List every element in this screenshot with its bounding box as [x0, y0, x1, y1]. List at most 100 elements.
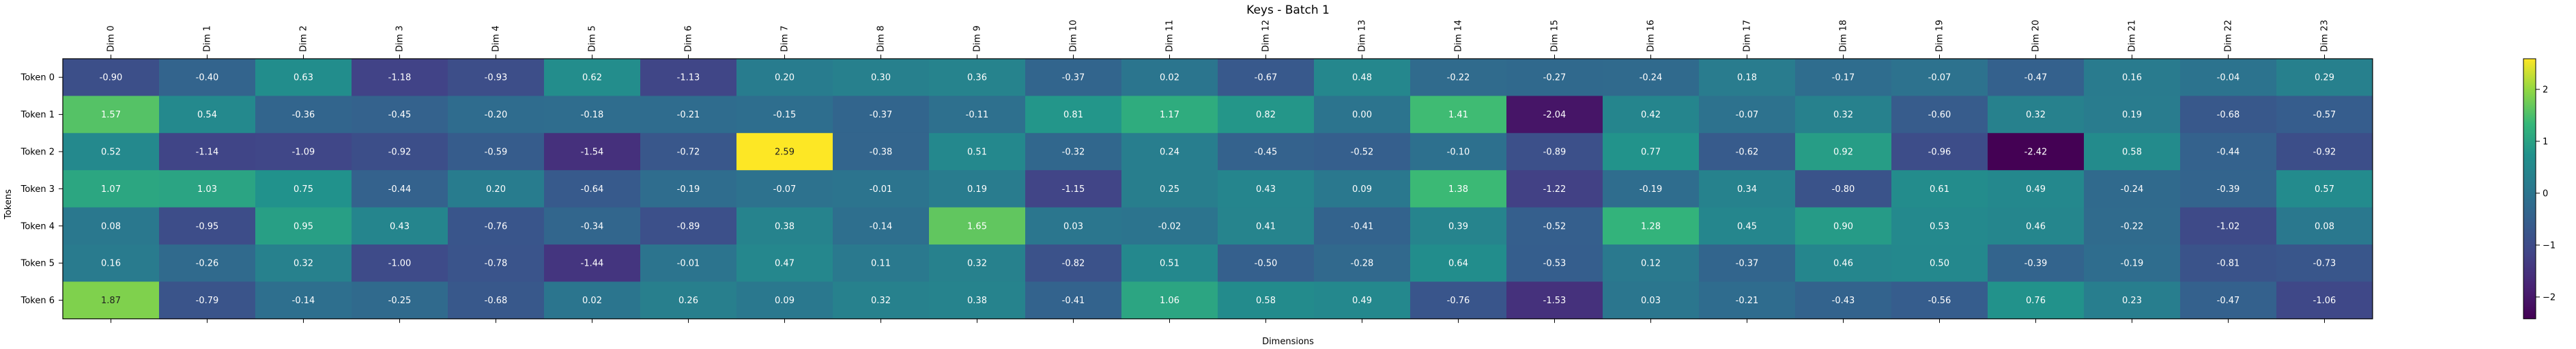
cell-value-label: -0.72 [677, 148, 700, 158]
cell-value-label: -1.44 [581, 259, 604, 269]
heatmap-cell [640, 132, 737, 171]
cell-value-label: -1.14 [196, 148, 219, 158]
cell-value-label: -0.59 [485, 148, 508, 158]
heatmap-cell [1506, 59, 1603, 96]
heatmap-cell [1314, 59, 1411, 96]
x-tick-label: Dim 5 [588, 25, 598, 52]
cell-value-label: -1.22 [1543, 184, 1566, 195]
heatmap-cell [255, 281, 352, 320]
cell-value-label: -0.89 [1543, 148, 1566, 158]
heatmap-cell [1025, 207, 1122, 245]
heatmap-cell [833, 245, 930, 282]
x-tick-label: Dim 2 [299, 25, 309, 52]
heatmap-cell [1795, 96, 1892, 134]
heatmap-cell [1795, 170, 1892, 208]
cell-value-label: -0.19 [677, 184, 700, 195]
cell-value-label: -0.68 [2217, 110, 2240, 120]
cell-value-label: -0.22 [2121, 221, 2144, 232]
heatmap-cell [640, 59, 737, 96]
cell-value-label: -0.89 [677, 221, 700, 232]
heatmap-cell [448, 96, 545, 134]
heatmap-cell [159, 132, 256, 171]
x-tick-label: Dim 12 [1261, 20, 1272, 52]
cell-value-label: -0.21 [1736, 296, 1759, 306]
cell-value-label: -0.43 [1832, 296, 1855, 306]
cell-value-label: -1.02 [2217, 221, 2240, 232]
heatmap-cell [1699, 207, 1796, 245]
cell-value-label: -0.78 [485, 259, 508, 269]
x-tick-label: Dim 6 [684, 25, 694, 52]
cell-value-label: 0.25 [1160, 184, 1179, 195]
heatmap-cell [1410, 59, 1507, 96]
cell-value-label: 0.50 [1930, 259, 1949, 269]
heatmap-cell [544, 207, 641, 245]
cell-value-label: 1.06 [1160, 296, 1179, 306]
heatmap-cell [2084, 281, 2181, 320]
heatmap-cell [1699, 170, 1796, 208]
heatmap-cell [1891, 132, 1988, 171]
cell-value-label: 0.46 [2026, 221, 2046, 232]
cell-value-label: -0.39 [2024, 259, 2048, 269]
cell-value-label: 0.29 [2315, 73, 2334, 83]
cell-value-label: 0.09 [775, 296, 795, 306]
cell-value-label: 0.08 [2315, 221, 2334, 232]
cell-value-label: -0.26 [196, 259, 219, 269]
heatmap-cell [1121, 59, 1218, 96]
cell-value-label: 0.19 [967, 184, 987, 195]
heatmap-cell [1988, 170, 2085, 208]
cell-value-label: 0.81 [1063, 110, 1083, 120]
cell-value-label: -0.82 [1062, 259, 1085, 269]
cell-value-label: 0.82 [1256, 110, 1276, 120]
heatmap-cell [1218, 59, 1315, 96]
heatmap-cell [833, 170, 930, 208]
heatmap-cell [1603, 245, 1700, 282]
cell-value-label: -0.18 [581, 110, 604, 120]
heatmap-cell [833, 132, 930, 171]
heatmap-cell [1506, 281, 1603, 320]
cell-value-label: -0.52 [1351, 148, 1374, 158]
cell-value-label: 0.43 [1256, 184, 1276, 195]
y-tick-label: Token 6 [20, 296, 55, 306]
cell-value-label: 0.42 [1641, 110, 1661, 120]
x-tick-label: Dim 22 [2224, 20, 2234, 52]
cell-value-label: 0.16 [2122, 73, 2142, 83]
heatmap-cell [63, 281, 160, 320]
heatmap-cell [1699, 59, 1796, 96]
heatmap-cell [63, 170, 160, 208]
cell-value-label: 0.20 [486, 184, 506, 195]
cell-value-label: -0.21 [677, 110, 700, 120]
heatmap-cell [1121, 245, 1218, 282]
cell-value-label: 0.54 [197, 110, 217, 120]
cell-value-label: -0.04 [2217, 73, 2240, 83]
cell-value-label: -0.19 [1640, 184, 1663, 195]
cell-value-label: 0.92 [1833, 148, 1853, 158]
cell-value-label: -0.11 [966, 110, 989, 120]
cell-value-label: -0.39 [2217, 184, 2240, 195]
cell-value-label: 0.16 [101, 259, 121, 269]
heatmap-cell [544, 132, 641, 171]
heatmap-cell [63, 59, 160, 96]
cell-value-label: 0.02 [1160, 73, 1179, 83]
cell-value-label: 0.57 [2315, 184, 2334, 195]
cell-value-label: 0.08 [101, 221, 121, 232]
chart-title: Keys - Batch 1 [1246, 3, 1330, 17]
heatmap-cell [1218, 96, 1315, 134]
cell-value-label: 1.28 [1641, 221, 1661, 232]
heatmap-cell [640, 207, 737, 245]
heatmap-cell [255, 59, 352, 96]
cell-value-label: -0.10 [1447, 148, 1470, 158]
cell-value-label: 0.53 [1930, 221, 1949, 232]
heatmap-cell [1795, 59, 1892, 96]
cell-value-label: -0.01 [677, 259, 700, 269]
heatmap-cell [1410, 170, 1507, 208]
cell-value-label: 1.38 [1448, 184, 1468, 195]
y-tick-label: Token 4 [20, 221, 55, 232]
cell-value-label: -0.37 [1062, 73, 1085, 83]
heatmap-cell [1410, 281, 1507, 320]
heatmap-cell [929, 132, 1026, 171]
heatmap-cell [1218, 170, 1315, 208]
heatmap-cell [2180, 59, 2277, 96]
y-tick-label: Token 1 [20, 110, 55, 120]
heatmap-cell [2180, 281, 2277, 320]
heatmap-cell [63, 96, 160, 134]
